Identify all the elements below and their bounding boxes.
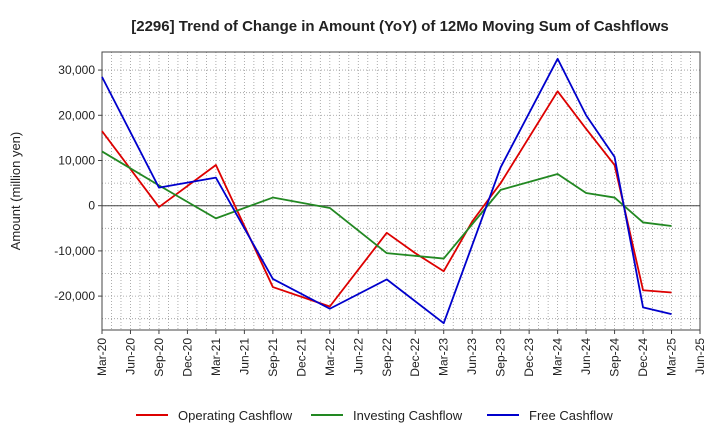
x-tick-label: Sep-24 [608, 338, 622, 377]
x-tick-label: Jun-20 [123, 338, 137, 375]
x-tick-label: Dec-21 [294, 338, 308, 377]
chart-title: [2296] Trend of Change in Amount (YoY) o… [131, 18, 669, 35]
x-tick-label: Dec-20 [180, 338, 194, 377]
y-tick-label: 20,000 [58, 108, 95, 122]
y-tick-label: -10,000 [54, 244, 95, 258]
legend-item-2: Investing Cashflow [311, 408, 463, 423]
x-tick-label: Jun-23 [465, 338, 479, 375]
y-tick-label: 10,000 [58, 153, 95, 167]
plot-area: -20,000 -10,000 0 10,000 20,000 30,000 Mar-20 J… [54, 51, 707, 377]
y-axis-title: Amount (million yen) [8, 132, 23, 251]
legend-label: Free Cashflow [529, 408, 613, 423]
y-tick-label: 30,000 [58, 63, 95, 77]
x-tick-label: Sep-20 [152, 338, 166, 377]
legend-label: Investing Cashflow [353, 408, 463, 423]
series-line-3 [101, 57, 672, 325]
series-line-2 [101, 150, 672, 260]
x-tick-label: Dec-22 [408, 338, 422, 377]
x-tick-label: Jun-25 [693, 338, 707, 375]
x-tick-label: Jun-21 [237, 338, 251, 375]
legend: Operating Cashflow Investing Cashflow Free… [136, 408, 613, 423]
x-tick-label: Mar-20 [95, 338, 109, 376]
x-tick-label: Jun-24 [579, 338, 593, 375]
legend-item-1: Operating Cashflow [136, 408, 293, 423]
y-tick-label: 0 [88, 199, 95, 213]
plot-border [101, 51, 701, 331]
x-tick-label: Mar-21 [209, 338, 223, 376]
x-tick-label: Dec-23 [522, 338, 536, 377]
x-tick-label: Mar-24 [551, 338, 565, 376]
legend-label: Operating Cashflow [178, 408, 293, 423]
x-tick-label: Mar-22 [323, 338, 337, 376]
legend-item-3: Free Cashflow [487, 408, 613, 423]
x-tick-label: Jun-22 [351, 338, 365, 375]
plot-background [102, 52, 700, 330]
series-line-1 [101, 90, 672, 308]
x-tick-label: Mar-25 [665, 338, 679, 376]
y-tick-label: -20,000 [54, 289, 95, 303]
x-tick-label: Sep-23 [494, 338, 508, 377]
x-tick-label: Sep-21 [266, 338, 280, 377]
x-tick-label: Mar-23 [437, 338, 451, 376]
x-tick-label: Sep-22 [380, 338, 394, 377]
x-tick-label: Dec-24 [636, 338, 650, 377]
